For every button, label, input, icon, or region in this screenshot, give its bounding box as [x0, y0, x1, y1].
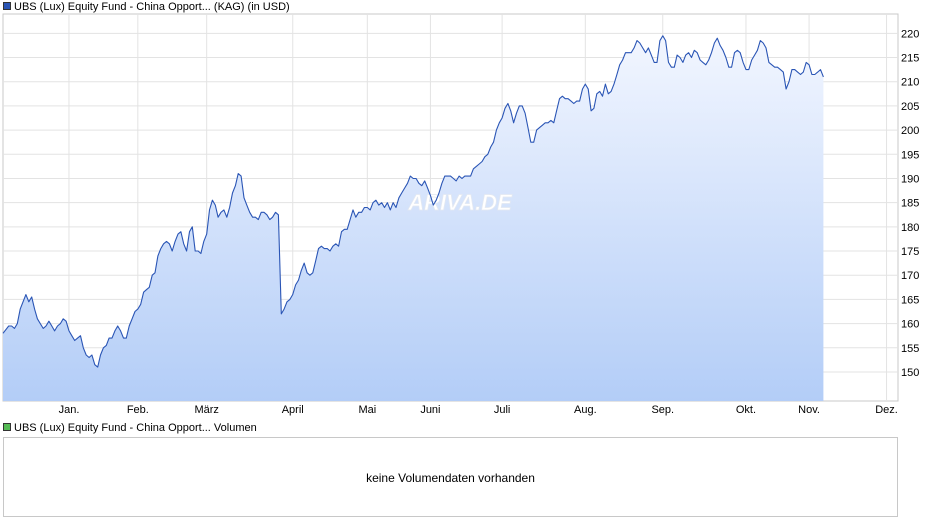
- price-legend-label: UBS (Lux) Equity Fund - China Opport... …: [14, 1, 290, 13]
- x-tick-label: Nov.: [798, 404, 820, 416]
- y-tick-label: 190: [901, 173, 919, 185]
- price-legend: UBS (Lux) Equity Fund - China Opport... …: [3, 1, 290, 14]
- x-axis: Jan. Feb. März April Mai Juni Juli Aug. Sep. Okt.…: [59, 404, 898, 416]
- y-tick-label: 195: [901, 149, 919, 161]
- x-tick-label: Aug.: [574, 404, 597, 416]
- x-tick-label: März: [194, 404, 218, 416]
- y-tick-label: 220: [901, 28, 919, 40]
- price-area: [3, 35, 824, 402]
- x-tick-label: Okt.: [736, 404, 756, 416]
- y-tick-label: 180: [901, 222, 919, 234]
- no-volume-message: keine Volumendaten vorhanden: [366, 471, 535, 485]
- y-tick-label: 175: [901, 246, 919, 258]
- x-tick-label: April: [282, 404, 304, 416]
- volume-legend-label: UBS (Lux) Equity Fund - China Opport... …: [14, 422, 257, 434]
- volume-legend: UBS (Lux) Equity Fund - China Opport... …: [3, 422, 257, 435]
- y-tick-label: 150: [901, 367, 919, 379]
- x-tick-label: Juni: [420, 404, 440, 416]
- y-tick-label: 160: [901, 319, 919, 331]
- y-tick-label: 215: [901, 53, 919, 65]
- watermark: ARIVA.DE: [407, 190, 513, 215]
- y-tick-label: 185: [901, 198, 919, 210]
- y-tick-label: 210: [901, 77, 919, 89]
- x-tick-label: Jan.: [59, 404, 80, 416]
- y-tick-label: 200: [901, 125, 919, 137]
- y-tick-label: 165: [901, 294, 919, 306]
- volume-series-swatch: [3, 423, 11, 431]
- x-tick-label: Sep.: [651, 404, 674, 416]
- price-series-swatch: [3, 2, 11, 10]
- x-tick-label: Mai: [358, 404, 376, 416]
- y-axis: 150 155 160 165 170 175 180 185 190 195 200 205 210 2…: [901, 28, 919, 379]
- y-tick-label: 205: [901, 101, 919, 113]
- x-tick-label: Feb.: [127, 404, 149, 416]
- price-line: [2, 35, 824, 368]
- x-tick-label: Juli: [494, 404, 511, 416]
- volume-panel: keine Volumendaten vorhanden: [3, 437, 898, 517]
- y-tick-label: 170: [901, 270, 919, 282]
- price-chart: ARIVA.DE 150 155 160 165 170 175 180 185 190 195 2…: [2, 13, 919, 416]
- y-tick-label: 155: [901, 343, 919, 355]
- x-tick-label: Dez.: [875, 404, 898, 416]
